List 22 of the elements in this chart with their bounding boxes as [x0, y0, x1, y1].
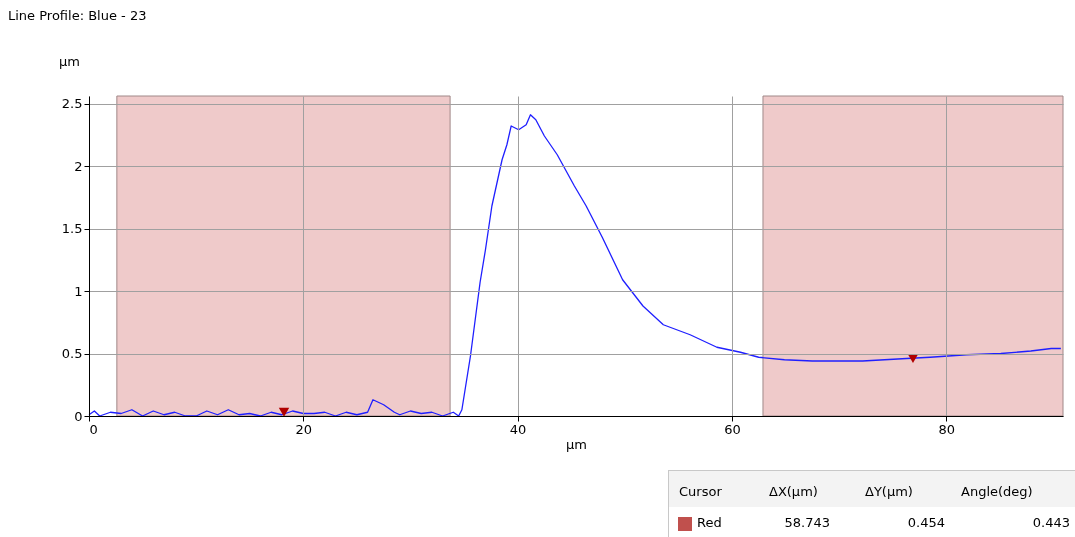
y-tick-label: 1.5: [61, 221, 83, 236]
text: Angle(deg): [961, 484, 1033, 499]
chart-title: Line Profile: Blue - 23: [8, 8, 147, 23]
text: 0.443: [1032, 515, 1070, 530]
y-tick-label: 2.5: [61, 96, 83, 111]
text: 58.743: [784, 515, 830, 530]
x-tick-label: 60: [724, 421, 741, 437]
y-axis-title: µm: [59, 53, 80, 69]
text: Red: [697, 515, 722, 530]
y-tick-label: 0: [74, 408, 83, 424]
x-tick-label: 20: [295, 421, 313, 437]
x-tick-label: 80: [938, 421, 955, 437]
text: ΔX(µm): [769, 484, 818, 499]
x-tick-label: 0: [89, 421, 98, 437]
x-axis-title: µm: [566, 436, 587, 452]
y-tick-label: 2: [74, 158, 83, 174]
text: Cursor: [679, 484, 722, 499]
y-tick-label: 0.5: [61, 346, 83, 361]
text: ΔY(µm): [865, 484, 913, 499]
text: 0.454: [907, 515, 945, 530]
x-tick-label: 40: [509, 421, 527, 437]
y-tick-label: 1: [74, 283, 83, 299]
